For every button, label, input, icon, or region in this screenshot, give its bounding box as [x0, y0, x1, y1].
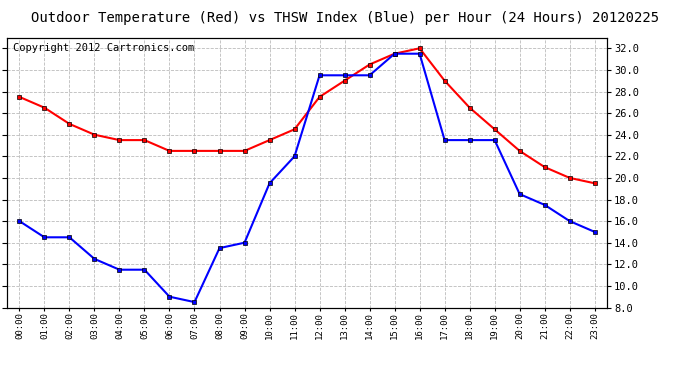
Text: Outdoor Temperature (Red) vs THSW Index (Blue) per Hour (24 Hours) 20120225: Outdoor Temperature (Red) vs THSW Index …	[31, 11, 659, 25]
Text: Copyright 2012 Cartronics.com: Copyright 2012 Cartronics.com	[13, 43, 194, 53]
